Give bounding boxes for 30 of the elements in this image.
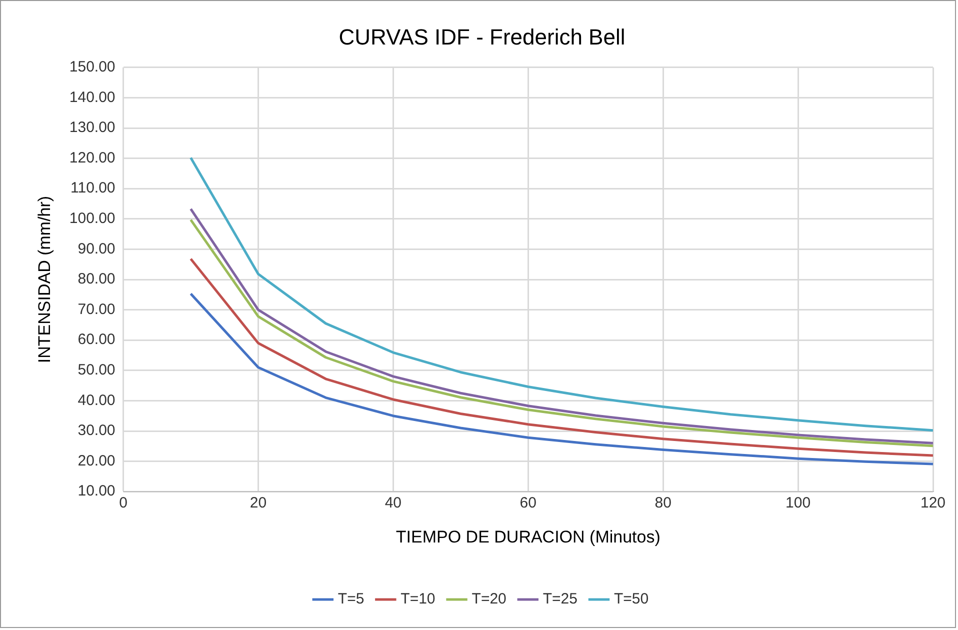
x-axis-title: TIEMPO DE DURACION (Minutos) <box>396 527 660 546</box>
y-tick-label: 110.00 <box>70 180 116 197</box>
legend-label: T=20 <box>472 590 506 608</box>
chart-title: CURVAS IDF - Frederich Bell <box>338 24 626 50</box>
x-tick-label: 120 <box>920 494 946 512</box>
y-tick-label: 40.00 <box>78 392 116 409</box>
x-tick-label: 100 <box>786 494 811 512</box>
x-tick-label: 80 <box>654 494 672 512</box>
x-tick-label: 20 <box>250 494 267 512</box>
y-tick-label: 20.00 <box>78 452 116 470</box>
y-tick-label: 90.00 <box>78 240 116 258</box>
y-tick-label: 70.00 <box>78 300 116 318</box>
legend-label: T=5 <box>338 590 364 608</box>
y-tick-label: 100.00 <box>69 210 116 228</box>
y-axis-title: INTENSIDAD (mm/hr) <box>34 196 54 364</box>
legend-label: T=25 <box>542 590 578 608</box>
legend-label: T=50 <box>614 590 649 608</box>
legend-label: T=10 <box>400 590 436 608</box>
y-tick-label: 80.00 <box>78 270 116 288</box>
y-tick-label: 10.00 <box>78 482 116 500</box>
y-tick-label: 140.00 <box>69 88 116 106</box>
x-tick-label: 40 <box>384 494 402 512</box>
y-tick-label: 60.00 <box>78 331 116 348</box>
y-tick-label: 30.00 <box>78 422 116 440</box>
y-tick-label: 50.00 <box>78 362 116 379</box>
x-tick-label: 60 <box>520 494 536 512</box>
y-tick-label: 130.00 <box>69 119 116 136</box>
y-tick-label: 150.00 <box>69 58 116 76</box>
y-tick-label: 120.00 <box>69 149 116 166</box>
x-tick-label: 0 <box>119 494 128 512</box>
